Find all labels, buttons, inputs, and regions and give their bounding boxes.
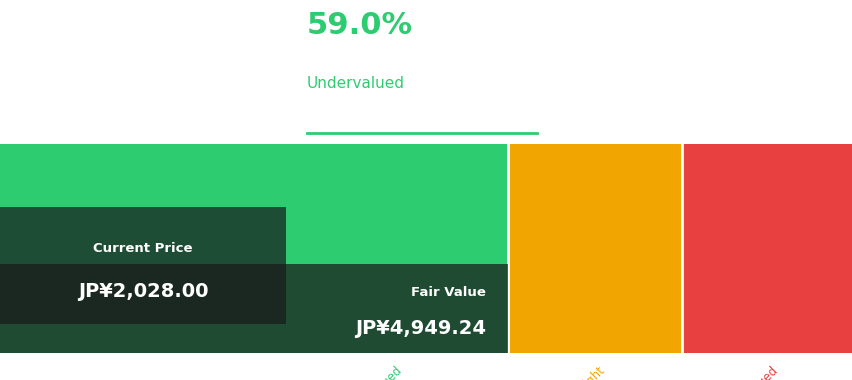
Text: 59.0%: 59.0%	[307, 11, 412, 40]
Bar	[0, 207, 285, 324]
Bar	[507, 144, 682, 353]
Text: JP¥4,949.24: JP¥4,949.24	[354, 319, 486, 338]
Text: Current Price: Current Price	[93, 242, 193, 255]
Text: 20% Undervalued: 20% Undervalued	[321, 365, 405, 380]
Text: About Right: About Right	[549, 365, 607, 380]
Text: Fair Value: Fair Value	[411, 286, 486, 299]
Text: Undervalued: Undervalued	[307, 76, 405, 91]
Text: JP¥2,028.00: JP¥2,028.00	[78, 282, 208, 301]
Bar	[682, 144, 852, 353]
Bar	[0, 144, 507, 353]
Bar	[0, 264, 507, 353]
Text: 20% Overvalued: 20% Overvalued	[701, 365, 780, 380]
